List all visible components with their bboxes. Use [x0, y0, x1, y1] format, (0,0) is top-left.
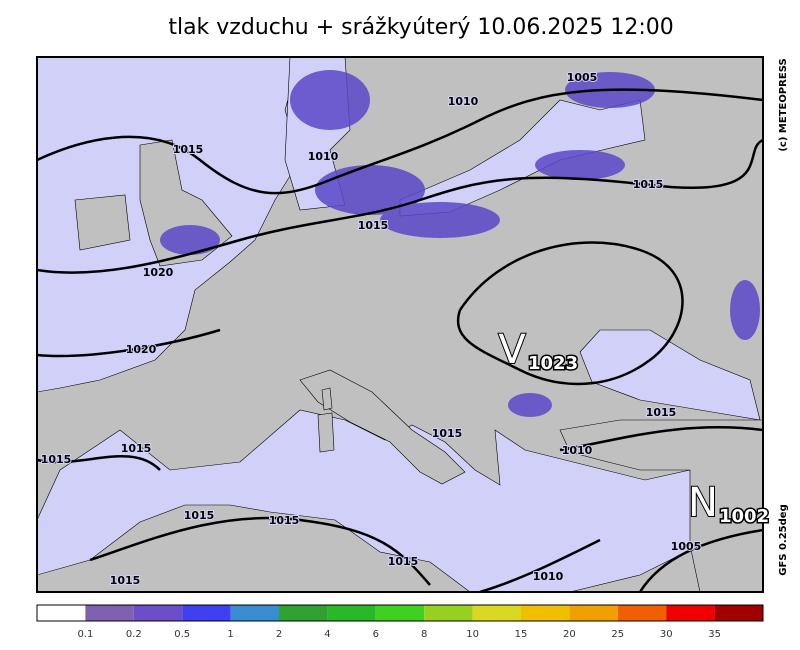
isobar-label: 1015 — [388, 555, 419, 568]
ireland — [74, 194, 131, 251]
map-area — [37, 57, 763, 592]
precip-area — [508, 393, 552, 417]
legend-swatch — [279, 605, 328, 621]
legend-tick-label: 8 — [421, 629, 427, 640]
color-legend: 0.1 0.2 0.5 1 2 4 6 8 10 15 20 25 30 35 — [36, 604, 764, 640]
legend-tick-label: 10 — [466, 629, 479, 640]
center-value: 1023 — [528, 353, 578, 374]
legend-tick-label: 1 — [227, 629, 233, 640]
legend-swatch — [37, 605, 86, 621]
isobar-label: 1015 — [121, 442, 152, 455]
precip-area — [535, 150, 625, 180]
isobar — [37, 328, 221, 358]
legend-swatch — [327, 605, 376, 621]
isobars — [37, 88, 763, 592]
sardinia — [317, 412, 335, 453]
isobar-label: 1015 — [358, 219, 389, 232]
legend-swatch — [521, 605, 570, 621]
legend-swatch — [85, 605, 134, 621]
legend-swatch — [424, 605, 473, 621]
legend-swatch — [569, 605, 618, 621]
legend-swatch — [182, 605, 231, 621]
legend-tick-label: 25 — [611, 629, 624, 640]
precip-area — [160, 225, 220, 255]
isobar — [89, 516, 431, 586]
isobar-label: 1015 — [110, 574, 141, 587]
isobar — [37, 455, 161, 471]
legend-swatch — [230, 605, 279, 621]
legend-swatch — [472, 605, 521, 621]
precipitation — [160, 70, 760, 417]
precip-area — [380, 202, 500, 238]
legend-swatch — [666, 605, 715, 621]
model-name: GFS 0.25deg — [778, 504, 789, 576]
map-frame — [36, 56, 764, 593]
isobar — [456, 241, 684, 386]
legend-swatch — [133, 605, 183, 621]
legend-tick-label: 4 — [324, 629, 330, 640]
isobar-label: 1010 — [448, 95, 479, 108]
legend-tick-label: 0.5 — [174, 629, 190, 640]
isobar-label: 1015 — [173, 143, 204, 156]
isobar-label: 1005 — [567, 71, 598, 84]
isobar — [479, 538, 601, 592]
legend-tick-label: 2 — [276, 629, 282, 640]
turkey — [559, 419, 763, 592]
isobar-label: 1020 — [126, 343, 157, 356]
datetime: úterý 10.06.2025 12:00 — [412, 15, 674, 40]
legend-tick-label: 30 — [660, 629, 673, 640]
title: tlak vzduchu + srážky — [168, 15, 411, 40]
isobar-label: 1015 — [633, 178, 664, 191]
isobar-label: 1010 — [533, 570, 564, 583]
center-letter: V — [498, 327, 526, 373]
mediterranean — [37, 409, 701, 592]
isobar-label: 1020 — [143, 266, 174, 279]
legend-tick-label: 6 — [373, 629, 379, 640]
isobar-label: 1015 — [432, 427, 463, 440]
precip-area — [730, 280, 760, 340]
isobar-label: 1015 — [184, 509, 215, 522]
legend-frame — [36, 604, 764, 622]
italy — [299, 369, 466, 485]
isobar-labels: 1005 1010 1010 1015 1015 1015 1020 1020 1015 1015… — [40, 70, 771, 588]
isobar-label: 1015 — [41, 453, 72, 466]
legend-tick-label: 15 — [515, 629, 528, 640]
isobar-label: 1015 — [269, 514, 300, 527]
isobar-label: 1010 — [308, 150, 339, 163]
legend-tick-label: 0.1 — [77, 629, 93, 640]
corsica — [321, 387, 333, 411]
isobar — [559, 426, 763, 452]
legend-tick-label: 0.2 — [126, 629, 142, 640]
black-sea — [579, 329, 761, 421]
isobar-label: 1010 — [562, 444, 593, 457]
isobar-label: 1015 — [646, 406, 677, 419]
legend-swatch — [617, 605, 667, 621]
legend-tick-label: 35 — [708, 629, 721, 640]
isobar-label: 1005 — [671, 540, 702, 553]
center-value: 1002 — [719, 506, 769, 527]
legend-swatch — [375, 605, 425, 621]
precip-area — [290, 70, 370, 130]
isobar — [638, 528, 763, 592]
center-letter: N — [688, 480, 718, 526]
precip-area — [315, 165, 425, 215]
isobar — [37, 138, 763, 274]
copyright: (c) METEOPRESS — [778, 58, 789, 151]
isobar — [37, 88, 763, 195]
legend-swatch — [714, 605, 763, 621]
legend-tick-label: 20 — [563, 629, 576, 640]
